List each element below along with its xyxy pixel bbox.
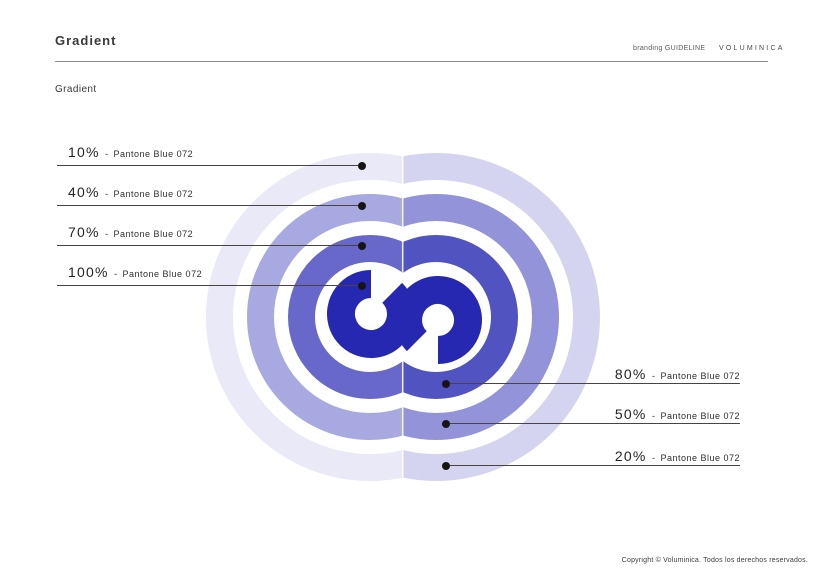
- rings-left-half: [206, 153, 403, 481]
- callout-color-name: Pantone Blue 072: [122, 269, 203, 279]
- callout-80-percent: 80% - Pantone Blue 072: [615, 366, 740, 384]
- leader-dot-100: [358, 282, 366, 290]
- leader-dot-10: [358, 162, 366, 170]
- callout-70-percent: 70% - Pantone Blue 072: [68, 224, 193, 242]
- gradient-ring: [288, 235, 403, 399]
- leader-line-100: [57, 285, 362, 286]
- logo-left-c-shape: [327, 270, 415, 358]
- callout-separator: -: [651, 411, 655, 421]
- header-divider: [55, 61, 768, 62]
- callout-100-percent: 100% - Pantone Blue 072: [68, 264, 202, 282]
- leader-line-50: [446, 423, 740, 424]
- callout-40-percent: 40% - Pantone Blue 072: [68, 184, 193, 202]
- leader-dot-70: [358, 242, 366, 250]
- leader-dot-20: [442, 462, 450, 470]
- gradient-ring: [247, 194, 403, 440]
- callout-color-name: Pantone Blue 072: [113, 229, 194, 239]
- rings-right-half: [403, 153, 600, 481]
- leader-line-20: [446, 465, 740, 466]
- leader-dot-50: [442, 420, 450, 428]
- leader-line-80: [446, 383, 740, 384]
- brand-wordmark: VOLUMINICA: [719, 45, 785, 52]
- gradient-ring: [403, 235, 518, 399]
- leader-dot-40: [358, 202, 366, 210]
- copyright-notice: Copyright © Voluminica. Todos los derech…: [621, 557, 808, 564]
- callout-separator: -: [651, 453, 655, 463]
- callout-50-percent: 50% - Pantone Blue 072: [615, 406, 740, 424]
- section-subtitle: Gradient: [55, 84, 97, 95]
- leader-line-70: [57, 245, 362, 246]
- callout-10-percent: 10% - Pantone Blue 072: [68, 144, 193, 162]
- callout-separator: -: [105, 189, 109, 199]
- branding-guideline-label: branding GUIDELINE: [633, 45, 706, 52]
- logo-right-c-shape: [394, 276, 482, 364]
- callout-percent-value: 100%: [68, 264, 109, 280]
- callout-color-name: Pantone Blue 072: [660, 453, 740, 463]
- callout-20-percent: 20% - Pantone Blue 072: [615, 448, 740, 466]
- gradient-ring: [403, 153, 600, 481]
- callout-percent-value: 80%: [614, 366, 647, 382]
- callout-color-name: Pantone Blue 072: [113, 149, 194, 159]
- callout-color-name: Pantone Blue 072: [660, 411, 740, 421]
- gradient-ring: [403, 194, 559, 440]
- leader-line-10: [57, 165, 362, 166]
- leader-line-40: [57, 205, 362, 206]
- callout-separator: -: [651, 371, 655, 381]
- page-title: Gradient: [55, 33, 117, 48]
- callout-percent-value: 50%: [614, 406, 647, 422]
- gradient-ring: [206, 153, 403, 481]
- callout-separator: -: [114, 269, 118, 279]
- leader-dot-80: [442, 380, 450, 388]
- callout-color-name: Pantone Blue 072: [113, 189, 194, 199]
- callout-percent-value: 70%: [68, 224, 100, 240]
- callout-percent-value: 20%: [614, 448, 647, 464]
- callout-percent-value: 10%: [68, 144, 100, 160]
- callout-color-name: Pantone Blue 072: [660, 371, 740, 381]
- callout-separator: -: [105, 149, 109, 159]
- callout-separator: -: [105, 229, 109, 239]
- callout-percent-value: 40%: [68, 184, 100, 200]
